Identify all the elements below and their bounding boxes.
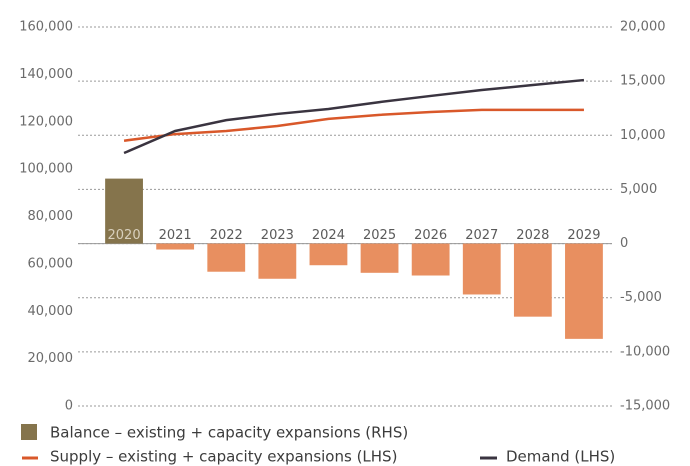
y2-tick-label: -10,000 (620, 344, 670, 359)
bar (156, 243, 195, 250)
bar (258, 243, 297, 279)
y-tick-label: 160,000 (19, 20, 73, 35)
y-tick-label: 40,000 (28, 304, 74, 319)
y2-tick-label: 5,000 (620, 182, 657, 197)
y-tick-label: 100,000 (19, 162, 73, 177)
legend-label: Balance – existing + capacity expansions… (50, 424, 408, 442)
x-tick-label: 2020 (108, 228, 141, 243)
y-tick-label: 0 (65, 399, 73, 414)
bar (105, 178, 143, 244)
bar (513, 243, 552, 317)
bar (462, 243, 501, 295)
y2-tick-label: -15,000 (620, 399, 670, 414)
bar (360, 243, 399, 273)
legend-label: Demand (LHS) (506, 448, 615, 466)
bar (309, 243, 348, 266)
x-tick-label: 2025 (363, 228, 396, 243)
line (123, 78, 585, 155)
x-tick-label: 2023 (261, 228, 294, 243)
x-tick-label: 2029 (567, 228, 600, 243)
x-tick-label: 2026 (414, 228, 447, 243)
x-tick-label: 2021 (159, 228, 192, 243)
x-tick-label: 2027 (465, 228, 498, 243)
y-tick-label: 80,000 (28, 209, 74, 224)
bar (411, 243, 450, 276)
x-tick-label: 2024 (312, 228, 345, 243)
legend-swatch (21, 424, 37, 440)
bar (565, 243, 603, 339)
y2-tick-label: 0 (620, 236, 628, 251)
x-tick-label: 2022 (210, 228, 243, 243)
bar (207, 243, 246, 272)
y2-tick-label: -5,000 (620, 290, 662, 305)
x-tick-label: 2028 (516, 228, 549, 243)
line (123, 108, 584, 142)
y-tick-label: 140,000 (19, 67, 73, 82)
y-tick-label: 20,000 (28, 351, 74, 366)
y2-tick-label: 20,000 (620, 20, 666, 35)
y2-tick-label: 10,000 (620, 128, 666, 143)
y-tick-label: 60,000 (28, 256, 74, 271)
legend-label: Supply – existing + capacity expansions … (50, 448, 397, 466)
y-tick-label: 120,000 (19, 114, 73, 129)
y2-tick-label: 15,000 (620, 74, 666, 89)
